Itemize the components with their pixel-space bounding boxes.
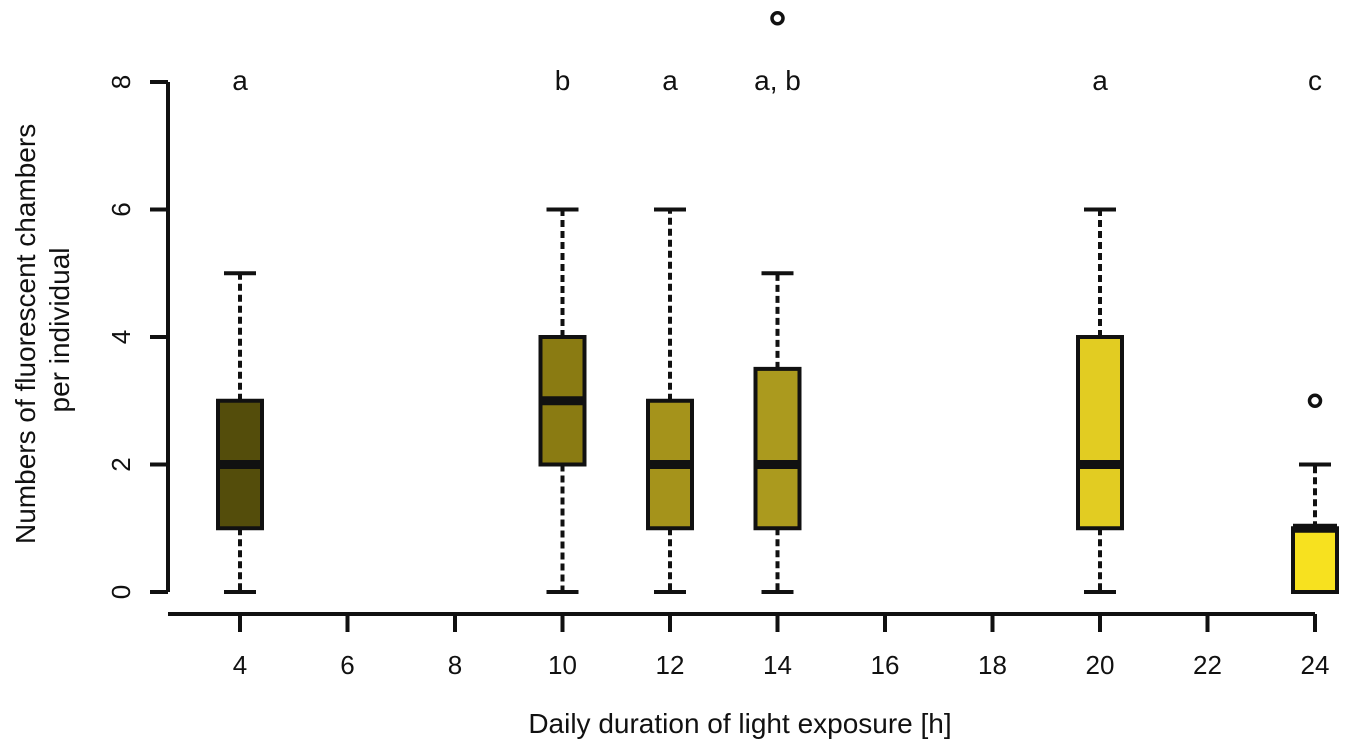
y-axis: 0 2 4 6 8 <box>106 75 170 599</box>
significance-letter: a <box>1092 65 1108 96</box>
x-tick-label: 6 <box>340 650 354 680</box>
significance-letter: a <box>232 65 248 96</box>
box-series <box>216 11 1339 594</box>
x-axis-title: Daily duration of light exposure [h] <box>528 708 951 739</box>
significance-letter: c <box>1308 65 1322 96</box>
x-tick-label: 4 <box>233 650 247 680</box>
box-group <box>753 11 802 594</box>
box-group <box>1291 393 1339 594</box>
x-tick-label: 12 <box>656 650 685 680</box>
outlier-point <box>770 11 785 26</box>
y-tick-label: 8 <box>106 75 136 89</box>
x-tick-label: 22 <box>1193 650 1222 680</box>
box-group <box>216 271 264 594</box>
significance-letter: a, b <box>754 65 801 96</box>
significance-letters: a b a a, b a c <box>232 65 1322 96</box>
x-tick-label: 10 <box>548 650 577 680</box>
y-tick-label: 4 <box>106 330 136 344</box>
x-tick-label: 8 <box>448 650 462 680</box>
y-axis-title-line-1: Numbers of fluorescent chambers <box>10 124 41 544</box>
box-group <box>646 207 694 594</box>
x-tick-label: 14 <box>763 650 792 680</box>
x-axis: 4 6 8 10 12 14 16 18 20 22 24 <box>168 612 1330 680</box>
significance-letter: a <box>662 65 678 96</box>
box-group <box>1076 207 1124 594</box>
y-tick-label: 2 <box>106 457 136 471</box>
iqr-box <box>1076 335 1124 531</box>
box-group <box>538 207 587 594</box>
y-tick-label: 0 <box>106 585 136 599</box>
y-axis-title: Numbers of fluorescent chambers per indi… <box>10 116 75 544</box>
y-tick-label: 6 <box>106 202 136 216</box>
iqr-box <box>753 366 802 531</box>
x-tick-label: 18 <box>978 650 1007 680</box>
outlier-point <box>1307 393 1323 408</box>
y-axis-title-line-2: per individual <box>44 248 75 413</box>
x-tick-label: 24 <box>1301 650 1330 680</box>
iqr-box <box>1291 526 1339 594</box>
x-tick-label: 16 <box>871 650 900 680</box>
significance-letter: b <box>555 65 571 96</box>
x-tick-label: 20 <box>1086 650 1115 680</box>
